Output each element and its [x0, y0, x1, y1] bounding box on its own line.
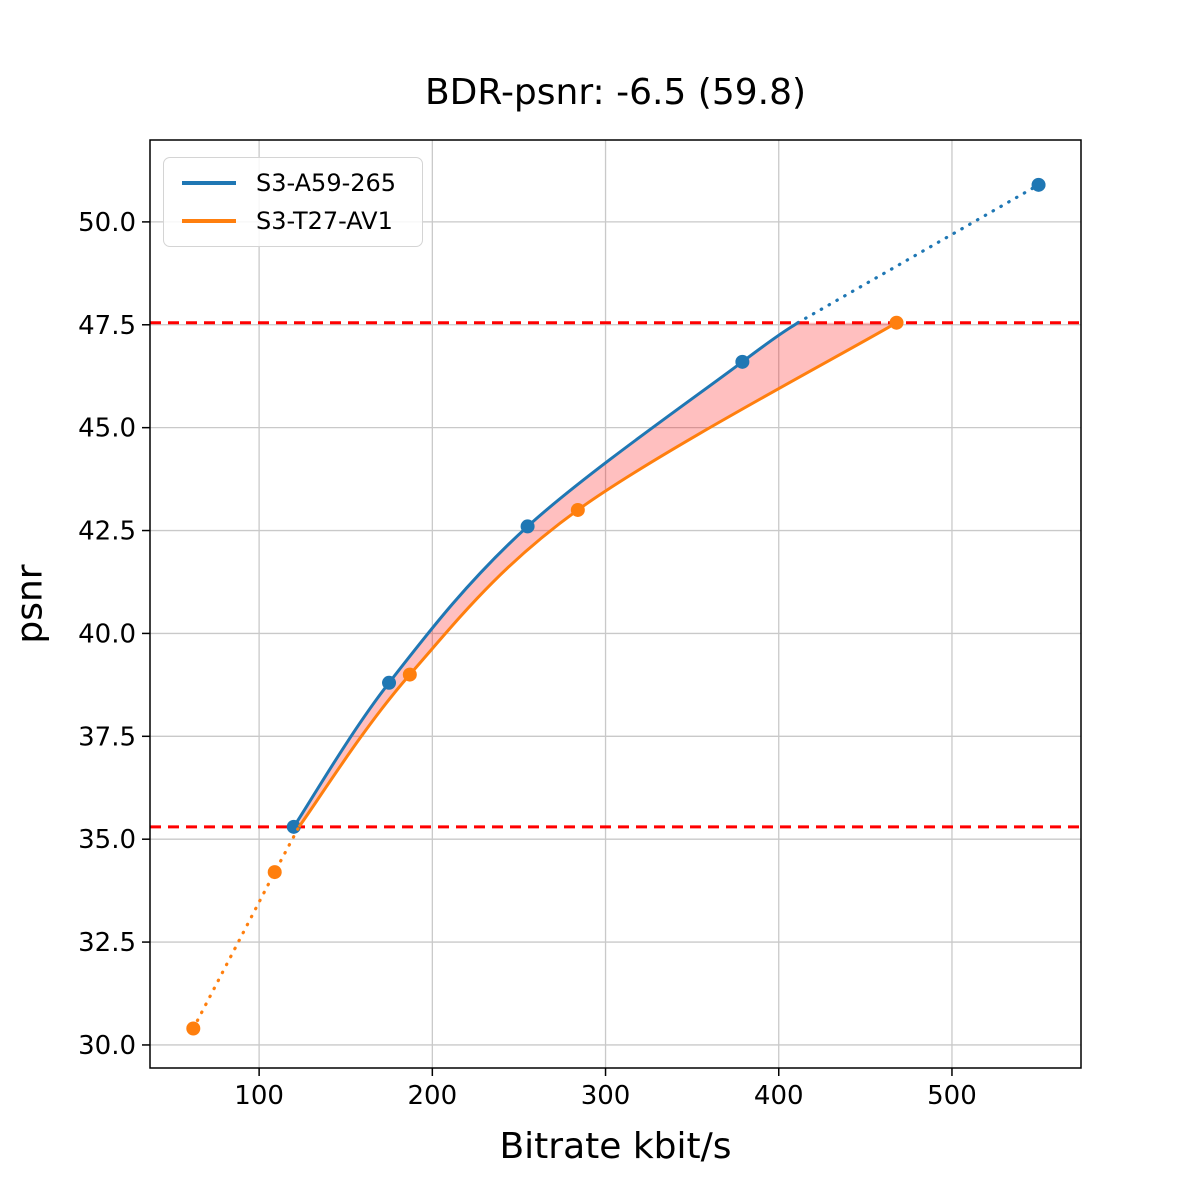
y-tick-label: 37.5: [78, 722, 136, 752]
bd-shaded-region: [293, 322, 897, 827]
y-tick-label: 50.0: [78, 208, 136, 238]
x-tick-label: 200: [408, 1081, 458, 1111]
y-tick-label: 40.0: [78, 619, 136, 649]
legend-line-swatch-blue: [182, 181, 236, 185]
x-tick-label: 300: [581, 1081, 631, 1111]
y-tick-label: 47.5: [78, 311, 136, 341]
legend-label: S3-A59-265: [256, 169, 397, 197]
series-dotted-line-S3-A59-265: [796, 183, 1041, 325]
marker-S3-T27-AV1: [267, 865, 282, 880]
series-dotted-line-S3-T27-AV1: [191, 825, 301, 1031]
marker-S3-A59-265: [286, 819, 301, 834]
legend: S3-A59-265 S3-T27-AV1: [163, 157, 424, 247]
legend-item-s3-a59-265: S3-A59-265: [182, 168, 396, 198]
x-axis-label: Bitrate kbit/s: [499, 1126, 732, 1167]
marker-S3-A59-265: [735, 354, 750, 369]
legend-item-s3-t27-av1: S3-T27-AV1: [182, 206, 396, 236]
x-tick-label: 100: [234, 1081, 284, 1111]
legend-line-swatch-orange: [182, 219, 236, 223]
x-tick-label: 500: [927, 1081, 977, 1111]
y-tick-label: 45.0: [78, 414, 136, 444]
y-tick-label: 35.0: [78, 825, 136, 855]
marker-S3-A59-265: [1031, 177, 1046, 192]
chart-title: BDR-psnr: -6.5 (59.8): [424, 72, 807, 113]
marker-S3-T27-AV1: [889, 315, 904, 330]
axes-border: [149, 139, 1082, 1069]
marker-S3-T27-AV1: [186, 1021, 201, 1036]
marker-S3-T27-AV1: [402, 667, 417, 682]
marker-S3-T27-AV1: [570, 502, 585, 517]
y-tick-label: 30.0: [78, 1031, 136, 1061]
marker-S3-A59-265: [520, 519, 535, 534]
y-tick-label: 32.5: [78, 928, 136, 958]
legend-label: S3-T27-AV1: [256, 207, 393, 235]
x-tick-label: 400: [754, 1081, 804, 1111]
y-tick-label: 42.5: [78, 517, 136, 547]
marker-S3-A59-265: [382, 675, 397, 690]
series-line-S3-T27-AV1: [297, 321, 898, 828]
